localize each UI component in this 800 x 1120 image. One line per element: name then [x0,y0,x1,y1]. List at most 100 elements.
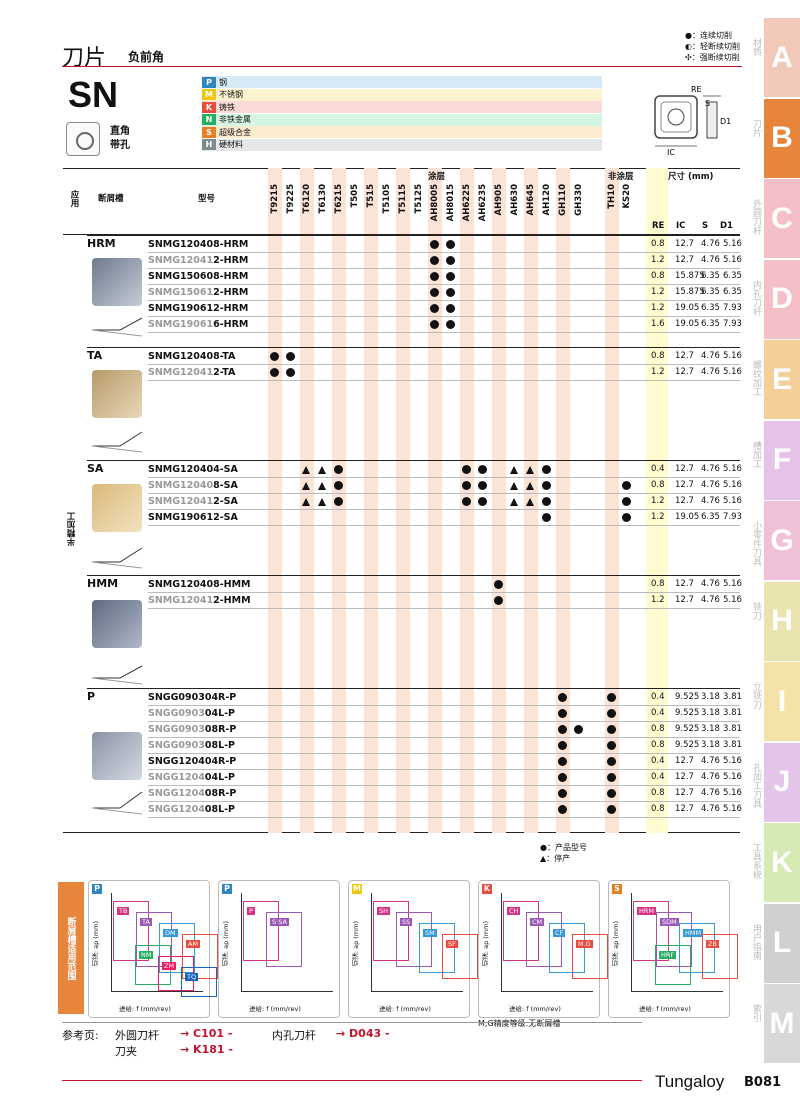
range-outline [633,901,669,961]
section-tab-d[interactable]: D 内孔刀杆 [751,259,800,339]
dim-d1: 5.16 [723,255,742,265]
model-suffix: 04L-P [204,772,236,783]
model-number: SNMG120408-TA [148,351,235,362]
section-letter: I [777,684,787,718]
col-s: S [702,221,709,231]
section-tab-m[interactable]: M 索引 [751,984,800,1063]
model-prefix: SNGG1204 [148,772,205,783]
col-uncoated: 非涂层 [608,172,634,182]
section-tab-l[interactable]: L 用户指南 [751,903,800,983]
svg-text:IC: IC [667,148,675,157]
model-suffix: SNMG120408-HRM [148,239,249,250]
range-label: HRM [637,907,657,915]
section-tab-e[interactable]: E 螺纹加工 [751,340,800,419]
section-letter: L [772,926,792,959]
hrm-edge-diagram-icon [91,317,143,337]
range-outline [656,912,692,967]
discontinued-mark [318,498,326,506]
grade-header: AH6235 [478,184,488,222]
range-outline [702,934,738,979]
model-prefix: SNMG12040 [148,480,214,491]
range-outline [396,912,432,967]
section-tab-i[interactable]: I 立铣刀 [751,662,800,741]
panel-y-axis [501,893,502,991]
discontinued-mark [510,498,518,506]
grade-header: T6130 [318,184,328,214]
dim-d1: 3.81 [723,740,742,750]
table-row: SNMG120412-HMM 1.2 12.7 4.76 5.16 [148,593,742,609]
panel-ylabel: 切深: ap (mm) [222,921,230,967]
range-label: ZB [706,940,719,948]
model-prefix: SNMG15061 [148,287,214,298]
dim-ic: 12.7 [675,480,694,490]
stock-mark [494,596,503,605]
hrm-insert-photo [92,258,142,306]
stock-mark [478,497,487,506]
panel-y-axis [241,893,242,991]
model-suffix: SNMG120408-HMM [148,579,251,590]
stock-mark [446,304,455,313]
model-suffix: 2-HRM [213,287,249,298]
model-number: SNGG120404L-P [148,772,235,783]
dim-re: 0.4 [651,708,665,718]
model-prefix: SNMG12041 [148,255,214,266]
section-tab-c[interactable]: C 外圆刀杆 [751,179,800,258]
section-title: 小零件刀具 [751,521,761,566]
range-outline [503,901,539,961]
group-divider [87,688,740,689]
section-title: 工具系统 [751,843,761,879]
svg-text:S: S [705,99,710,108]
grade-header: T9215 [270,184,280,214]
model-suffix: 8-SA [213,480,238,491]
material-code: K [202,101,216,113]
grade-header: T6215 [334,184,344,214]
section-title: 内孔刀杆 [751,279,761,316]
range-label: NM [139,951,154,959]
range-outline [181,967,217,997]
section-tab-g[interactable]: G 小零件刀具 [751,501,800,580]
model-suffix: 6-HRM [213,319,249,330]
cutting-legend: ●：连续切削 ◐：轻断续切削 ✣：强断续切削 [685,30,740,63]
square-hole-icon [66,122,100,156]
dim-s: 6.35 [701,271,720,281]
section-tab-h[interactable]: H 铣刀 [751,581,800,661]
dim-ic: 9.525 [675,708,700,718]
dim-s: 3.18 [701,724,720,734]
section-tab-k[interactable]: K 工具系统 [751,823,800,902]
grade-header: TH10 [607,184,617,209]
material-row-S: S 超级合金 [202,126,602,138]
table-row: SNGG090308R-P 0.8 9.525 3.18 3.81 [148,722,742,738]
section-tab-b[interactable]: B 刀片 [751,98,800,178]
p-edge-diagram-icon [91,791,143,815]
section-tab-j[interactable]: J 孔加工刀具 [751,742,800,822]
dim-d1: 7.93 [723,319,742,329]
stock-mark [446,256,455,265]
range-label: CH [507,907,521,915]
ref-holders-link[interactable]: → K181 - [180,1043,233,1056]
table-row: SNMG120408-TA 0.8 12.7 4.76 5.16 [148,349,742,365]
range-outline [373,901,409,961]
model-number: SNMG150608-HRM [148,271,248,282]
grade-column-stripe [492,168,506,833]
table-row: SNMG120408-SA 0.8 12.7 4.76 5.16 [148,478,742,494]
section-tab-f[interactable]: F 槽加工 [751,420,800,500]
ta-insert-photo [92,370,142,418]
dim-s: 4.76 [701,756,720,766]
stock-mark [462,497,471,506]
section-tab-a[interactable]: A 材质 [751,18,800,97]
dim-s: 6.35 [701,319,720,329]
ref-external-holders-link[interactable]: → C101 - [180,1027,233,1040]
discontinued-mark [302,482,310,490]
discontinued-mark [318,466,326,474]
section-title: 孔加工刀具 [751,762,761,808]
page-subtitle: 负前角 [128,50,165,64]
stock-mark [542,497,551,506]
chipbreaker-range-chart: S 切深: ap (mm) 进给: f (mm/rev) HRM SDM HMM ZB HRF [608,880,738,1018]
grade-header: GH330 [574,184,584,216]
model-prefix: SNMG19061 [148,319,214,330]
panel-y-axis [111,893,112,991]
ref-boring-bars-link[interactable]: → D043 - [336,1027,390,1040]
stock-mark [334,497,343,506]
model-suffix: SNMG150608-HRM [148,271,249,282]
ref-external-holders: 外圆刀杆 [115,1029,159,1042]
